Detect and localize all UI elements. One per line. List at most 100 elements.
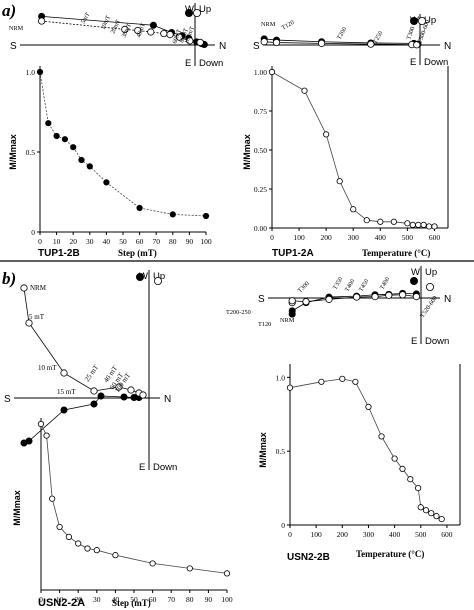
x-tick-label: 40 xyxy=(103,237,111,246)
vertical-projection-point xyxy=(90,387,98,395)
data-point xyxy=(103,179,110,186)
step-label: 20mT xyxy=(109,18,122,35)
vertical-projection-point xyxy=(25,319,33,327)
vertical-projection-point xyxy=(20,284,28,292)
x-axis-label: Temperature (°C) xyxy=(362,248,430,258)
y-tick-label: 1.0 xyxy=(276,373,286,382)
vertical-projection-point xyxy=(175,33,183,41)
x-tick-label: 0 xyxy=(39,595,43,604)
axis-end-marker xyxy=(409,16,418,25)
step-label: 15 mT xyxy=(57,388,76,396)
zij-label-south: S xyxy=(4,394,11,405)
zij-label-south: S xyxy=(10,41,17,52)
zij-label-up: Up xyxy=(153,271,165,282)
x-tick-label: 400 xyxy=(389,530,401,539)
step-label: T200 xyxy=(336,26,349,41)
x-tick-label: 0 xyxy=(270,233,274,242)
horizontal-projection-point xyxy=(120,393,128,401)
data-point xyxy=(37,420,45,428)
data-point xyxy=(323,131,330,138)
x-tick-label: 70 xyxy=(167,595,175,604)
step-label: 80mT xyxy=(178,27,190,43)
data-point xyxy=(336,178,343,185)
zij-label-north: N xyxy=(444,294,451,305)
vertical-projection-point xyxy=(127,386,135,394)
x-tick-label: 100 xyxy=(311,530,323,539)
step-label: T450 xyxy=(358,278,371,293)
data-point xyxy=(70,144,77,151)
vertical-projection-point xyxy=(367,40,375,48)
zij-label-down: Down xyxy=(425,336,449,347)
horizontal-projection-point xyxy=(97,392,105,400)
data-point xyxy=(415,484,422,492)
y-axis-label: M/Mmax xyxy=(12,490,22,526)
vertical-projection-point xyxy=(60,369,68,377)
panel-a-letter: a) xyxy=(2,1,16,20)
step-label: NRM xyxy=(280,317,295,324)
y-axis-label: M/Mmax xyxy=(258,432,268,468)
x-tick-label: 100 xyxy=(221,595,233,604)
y-axis-label: M/Mmax xyxy=(242,134,252,170)
vertical-projection-point xyxy=(412,293,420,301)
data-point xyxy=(86,163,93,170)
x-tick-label: 30 xyxy=(86,237,94,246)
y-tick-label: 0.5 xyxy=(26,148,36,157)
y-tick-label: 0.50 xyxy=(254,146,267,155)
data-point xyxy=(390,218,397,225)
x-tick-label: 100 xyxy=(200,237,212,246)
x-tick-label: 200 xyxy=(321,233,333,242)
step-label: 25 mT xyxy=(83,363,101,383)
vertical-projection-point xyxy=(115,383,123,391)
vertical-projection-point xyxy=(325,295,333,303)
data-point xyxy=(93,547,100,554)
x-tick-label: 300 xyxy=(348,233,360,242)
sample-label: TUP1-2A xyxy=(272,248,314,259)
x-tick-label: 0 xyxy=(38,237,42,246)
data-point xyxy=(399,465,406,473)
step-label: 40mT xyxy=(135,22,147,38)
x-tick-label: 80 xyxy=(186,595,194,604)
y-tick-label: 0.00 xyxy=(254,224,267,233)
data-point xyxy=(425,223,433,230)
step-label: NRM xyxy=(30,284,47,292)
step-label: T490 xyxy=(379,276,392,291)
step-label: NRM xyxy=(9,25,24,32)
data-point xyxy=(36,68,44,76)
data-point xyxy=(404,220,411,227)
horizontal-projection-point xyxy=(25,437,33,445)
data-point xyxy=(75,540,82,547)
zij-label-east: E xyxy=(139,462,145,473)
data-point xyxy=(365,403,372,411)
x-tick-label: 600 xyxy=(441,530,453,539)
sample-label: TUP1-2B xyxy=(38,248,80,259)
vertical-projection-point xyxy=(196,38,204,47)
x-tick-label: 20 xyxy=(69,237,77,246)
data-point xyxy=(363,217,370,224)
data-point xyxy=(84,545,91,552)
data-point xyxy=(352,378,359,385)
y-tick-label: 1.00 xyxy=(254,68,267,77)
x-tick-label: 60 xyxy=(136,237,144,246)
x-tick-label: 70 xyxy=(152,237,160,246)
zij-label-north: N xyxy=(164,394,171,405)
x-tick-label: 10 xyxy=(56,595,64,604)
data-point xyxy=(415,221,422,228)
data-point xyxy=(268,68,276,76)
step-label: 10 mT xyxy=(38,364,57,372)
panel-b-letter: b) xyxy=(2,269,16,288)
step-label: T120 xyxy=(258,321,271,328)
step-label: T200-250 xyxy=(226,309,251,316)
vertical-projection-point xyxy=(272,38,281,47)
y-tick-label: 0 xyxy=(281,521,285,530)
x-tick-label: 200 xyxy=(337,530,349,539)
x-tick-label: 500 xyxy=(415,530,427,539)
data-point xyxy=(149,560,156,567)
data-point xyxy=(43,432,50,439)
horizontal-projection-point xyxy=(288,307,296,315)
horizontal-projection-point xyxy=(60,406,68,414)
data-point xyxy=(428,510,435,517)
x-tick-label: 60 xyxy=(149,595,157,604)
zij-label-south: S xyxy=(253,41,260,52)
zij-label-west: W xyxy=(411,267,420,278)
step-label: T300 xyxy=(405,26,416,41)
